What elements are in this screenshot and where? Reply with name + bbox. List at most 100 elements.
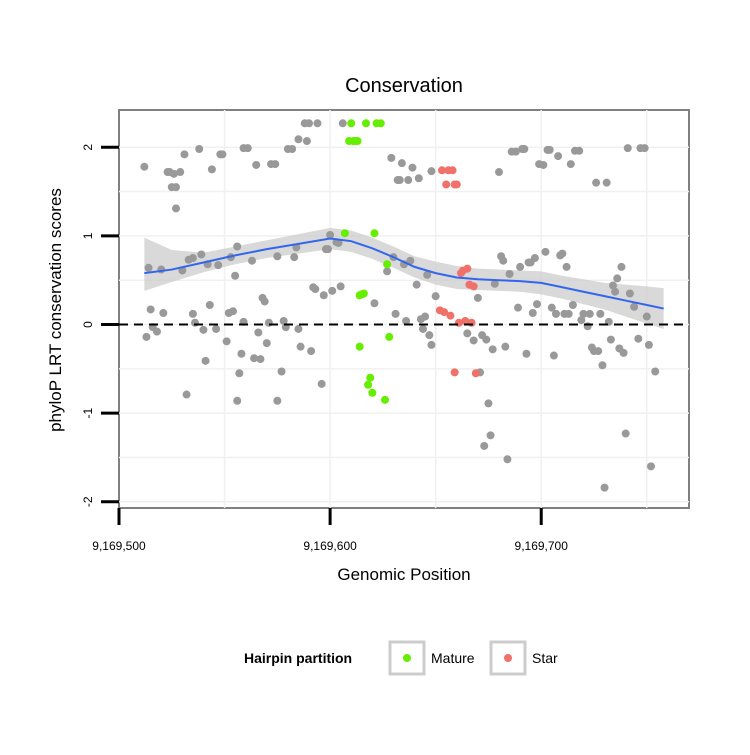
other-point	[640, 144, 649, 153]
other-point	[288, 145, 297, 154]
other-point	[431, 292, 440, 301]
other-point	[277, 367, 286, 376]
other-point	[397, 159, 406, 168]
legend-label-mature: Mature	[431, 650, 475, 666]
other-point	[370, 299, 379, 308]
other-point	[296, 342, 305, 351]
other-point	[402, 316, 411, 325]
other-point	[262, 339, 271, 348]
other-point	[197, 250, 206, 259]
other-point	[237, 349, 246, 358]
mature-point	[368, 388, 377, 397]
other-point	[182, 390, 191, 399]
other-point	[391, 309, 400, 318]
other-point	[533, 300, 541, 309]
y-tick-label: 2	[81, 144, 95, 151]
other-point	[408, 163, 417, 172]
other-point	[642, 312, 651, 321]
other-point	[273, 396, 282, 405]
other-point	[302, 137, 311, 146]
other-point	[222, 337, 231, 346]
other-point	[630, 302, 639, 311]
other-point	[520, 145, 529, 154]
other-point	[490, 279, 499, 288]
x-axis-label: Genomic Position	[337, 565, 470, 584]
other-point	[264, 318, 273, 327]
star-point	[469, 282, 478, 291]
confidence-band	[144, 227, 664, 329]
grid-layer	[119, 110, 689, 508]
other-point	[153, 327, 161, 336]
other-point	[218, 150, 227, 159]
other-point	[294, 324, 303, 333]
other-point	[406, 256, 415, 265]
other-point	[334, 238, 343, 247]
other-point	[180, 150, 189, 159]
other-point	[233, 242, 242, 251]
other-point	[503, 455, 512, 464]
mature-point	[366, 373, 375, 382]
other-point	[651, 367, 660, 376]
y-tick-label: 1	[81, 232, 95, 239]
chart-title: Conservation	[345, 75, 463, 97]
other-point	[195, 145, 204, 154]
other-point	[404, 176, 413, 185]
smooth-trend-line	[144, 237, 664, 310]
other-point	[619, 348, 628, 357]
other-point	[549, 351, 558, 360]
legend-marker-star	[504, 654, 512, 662]
mature-point	[355, 342, 364, 351]
other-point	[142, 332, 151, 341]
other-point	[305, 119, 313, 128]
other-point	[598, 361, 607, 370]
other-point	[644, 340, 653, 349]
other-point	[326, 230, 335, 239]
other-point	[575, 146, 584, 155]
other-point	[499, 256, 508, 265]
other-point	[144, 263, 153, 272]
other-point	[231, 271, 240, 280]
x-tick-label: 9,169,500	[92, 539, 146, 553]
y-tick-label: -2	[81, 496, 95, 507]
other-point	[522, 349, 531, 358]
other-point	[579, 309, 588, 318]
other-point	[395, 176, 404, 185]
other-point	[146, 305, 155, 314]
other-point	[516, 262, 525, 271]
other-point	[383, 267, 392, 276]
other-point	[176, 168, 185, 177]
other-point	[530, 254, 539, 263]
other-point	[250, 354, 259, 363]
other-point	[602, 178, 611, 187]
legend: Hairpin partition Mature Star	[244, 640, 558, 676]
mature-point	[381, 395, 389, 404]
other-point	[617, 262, 626, 271]
other-point	[501, 342, 510, 351]
other-point	[554, 152, 563, 161]
mature-point	[364, 380, 373, 389]
axis-layer: 2 1 0 -1 -2 9,169,500 9,169,600 9,169,700	[81, 144, 568, 553]
other-point	[419, 324, 427, 333]
other-point	[421, 312, 430, 321]
other-point	[159, 308, 168, 317]
other-point	[172, 204, 180, 213]
other-point	[201, 356, 210, 365]
other-point	[172, 183, 180, 192]
other-point	[566, 160, 575, 169]
other-point	[317, 379, 326, 388]
other-point	[505, 269, 514, 278]
other-point	[511, 147, 520, 156]
other-point	[427, 167, 436, 176]
y-tick-label: -1	[81, 407, 95, 418]
other-point	[212, 324, 221, 333]
mature-point	[353, 137, 362, 146]
other-point	[621, 429, 630, 438]
other-point	[606, 335, 615, 344]
other-point	[547, 303, 556, 312]
other-point	[600, 483, 609, 492]
legend-marker-mature	[403, 654, 411, 662]
other-point	[583, 322, 592, 331]
other-point	[387, 153, 396, 162]
other-point	[482, 335, 491, 344]
